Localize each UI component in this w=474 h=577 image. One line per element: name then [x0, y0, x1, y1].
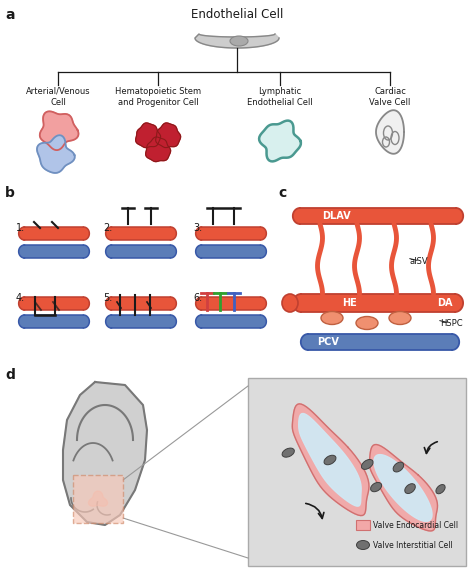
Bar	[111, 227, 171, 240]
Ellipse shape	[164, 245, 176, 258]
Polygon shape	[89, 491, 108, 506]
Ellipse shape	[255, 227, 266, 240]
Ellipse shape	[164, 227, 176, 240]
Text: DLAV: DLAV	[322, 211, 351, 221]
Bar	[201, 227, 261, 240]
Bar	[248, 378, 466, 566]
Bar	[25, 297, 83, 310]
Text: HE: HE	[342, 298, 357, 308]
Bar	[25, 315, 83, 328]
Ellipse shape	[447, 294, 463, 312]
Ellipse shape	[78, 245, 90, 258]
Ellipse shape	[78, 297, 90, 310]
Ellipse shape	[106, 297, 118, 310]
Ellipse shape	[230, 36, 248, 46]
Bar	[25, 245, 83, 258]
Ellipse shape	[393, 462, 404, 472]
Ellipse shape	[196, 245, 207, 258]
Ellipse shape	[445, 334, 459, 350]
Text: c: c	[278, 186, 286, 200]
Text: b: b	[5, 186, 15, 200]
Polygon shape	[374, 455, 432, 522]
Polygon shape	[195, 34, 279, 48]
Ellipse shape	[106, 245, 118, 258]
Text: PCV: PCV	[317, 337, 339, 347]
Bar	[73, 475, 123, 523]
Ellipse shape	[293, 294, 309, 312]
Text: a: a	[5, 8, 15, 22]
Ellipse shape	[255, 245, 266, 258]
Ellipse shape	[356, 317, 378, 329]
Ellipse shape	[164, 297, 176, 310]
Ellipse shape	[196, 315, 207, 328]
Text: Valve Interstitial Cell: Valve Interstitial Cell	[373, 541, 453, 549]
Ellipse shape	[362, 459, 373, 469]
Bar	[356, 520, 370, 530]
Ellipse shape	[321, 312, 343, 324]
Bar	[201, 245, 261, 258]
Text: Valve Endocardial Cell: Valve Endocardial Cell	[373, 520, 458, 530]
Text: Cardiac
Valve Cell: Cardiac Valve Cell	[369, 87, 410, 107]
Bar	[111, 297, 171, 310]
Text: 2.: 2.	[103, 223, 112, 233]
Ellipse shape	[301, 334, 315, 350]
Polygon shape	[40, 111, 79, 150]
Text: DA: DA	[437, 298, 453, 308]
Polygon shape	[136, 123, 161, 148]
Bar	[300, 208, 456, 224]
Polygon shape	[156, 123, 181, 148]
Ellipse shape	[436, 485, 445, 494]
Text: 6.: 6.	[193, 293, 202, 303]
Ellipse shape	[18, 297, 30, 310]
Bar	[111, 245, 171, 258]
Bar	[201, 315, 261, 328]
Text: 4.: 4.	[16, 293, 25, 303]
Text: Lymphatic
Endothelial Cell: Lymphatic Endothelial Cell	[247, 87, 313, 107]
Text: d: d	[5, 368, 15, 382]
Polygon shape	[259, 121, 301, 162]
Ellipse shape	[196, 227, 207, 240]
Ellipse shape	[18, 245, 30, 258]
Polygon shape	[369, 444, 438, 531]
Bar	[201, 297, 261, 310]
Ellipse shape	[389, 312, 411, 324]
Ellipse shape	[164, 315, 176, 328]
Ellipse shape	[324, 455, 336, 464]
Ellipse shape	[371, 482, 382, 492]
Ellipse shape	[449, 208, 463, 224]
Ellipse shape	[106, 227, 118, 240]
Ellipse shape	[18, 227, 30, 240]
Text: 3.: 3.	[193, 223, 202, 233]
Ellipse shape	[18, 315, 30, 328]
Bar	[308, 334, 452, 350]
Ellipse shape	[293, 208, 307, 224]
Polygon shape	[292, 404, 369, 516]
Ellipse shape	[405, 484, 415, 493]
Ellipse shape	[78, 315, 90, 328]
Ellipse shape	[255, 315, 266, 328]
Polygon shape	[146, 137, 171, 162]
Polygon shape	[376, 110, 404, 154]
Ellipse shape	[106, 315, 118, 328]
Text: 1.: 1.	[16, 223, 25, 233]
Ellipse shape	[282, 448, 294, 457]
Ellipse shape	[356, 541, 370, 549]
Bar	[25, 227, 83, 240]
Ellipse shape	[282, 294, 298, 312]
Ellipse shape	[78, 227, 90, 240]
Text: HSPC: HSPC	[440, 319, 463, 328]
Polygon shape	[299, 414, 361, 506]
Text: Hematopoietic Stem
and Progenitor Cell: Hematopoietic Stem and Progenitor Cell	[115, 87, 201, 107]
Bar	[301, 294, 455, 312]
Text: 5.: 5.	[103, 293, 112, 303]
Ellipse shape	[196, 297, 207, 310]
Text: Endothelial Cell: Endothelial Cell	[191, 8, 283, 21]
Text: Arterial/Venous
Cell: Arterial/Venous Cell	[26, 87, 91, 107]
Bar	[111, 315, 171, 328]
Polygon shape	[37, 135, 75, 173]
Polygon shape	[63, 382, 147, 525]
Ellipse shape	[255, 297, 266, 310]
Text: aISV: aISV	[410, 257, 428, 265]
